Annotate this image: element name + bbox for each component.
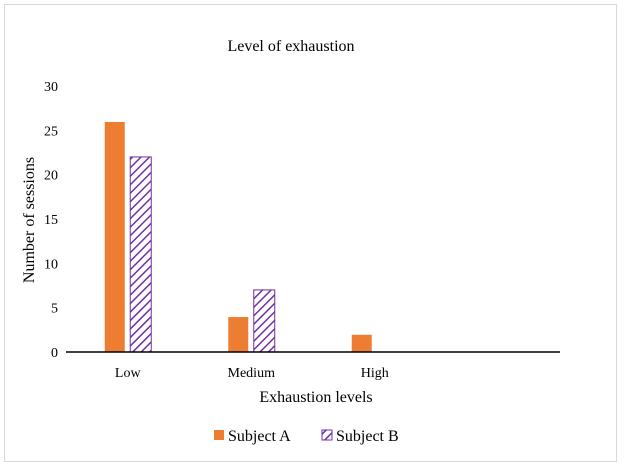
- legend-label: Subject A: [228, 428, 291, 445]
- y-axis-ticks: 0 5 10 15 20 25 30: [44, 80, 58, 361]
- y-tick-label: 20: [44, 169, 58, 184]
- bars: [103, 120, 373, 353]
- x-axis-label: Exhaustion levels: [259, 389, 372, 406]
- legend-label: Subject B: [336, 428, 399, 445]
- legend-swatch: [214, 430, 224, 440]
- y-tick-label: 10: [44, 257, 58, 272]
- bar-subject-a: [350, 333, 373, 353]
- bar-subject-b: [129, 156, 152, 353]
- legend: Subject A Subject B: [214, 428, 399, 445]
- bar-subject-a: [103, 120, 126, 353]
- y-tick-label: 30: [44, 80, 58, 95]
- x-tick-label: High: [361, 366, 389, 381]
- y-tick-label: 0: [51, 346, 58, 361]
- legend-swatch: [321, 429, 333, 441]
- bar-subject-b: [253, 289, 276, 353]
- x-axis-tick-labels: Low Medium High: [115, 366, 389, 381]
- y-tick-label: 5: [51, 302, 58, 317]
- chart-title: Level of exhaustion: [227, 38, 354, 55]
- y-tick-label: 15: [44, 213, 58, 228]
- y-tick-label: 25: [44, 124, 58, 139]
- x-tick-label: Medium: [228, 366, 276, 381]
- bar-subject-a: [227, 316, 250, 353]
- y-axis-label: Number of sessions: [21, 157, 38, 283]
- x-tick-label: Low: [115, 366, 142, 381]
